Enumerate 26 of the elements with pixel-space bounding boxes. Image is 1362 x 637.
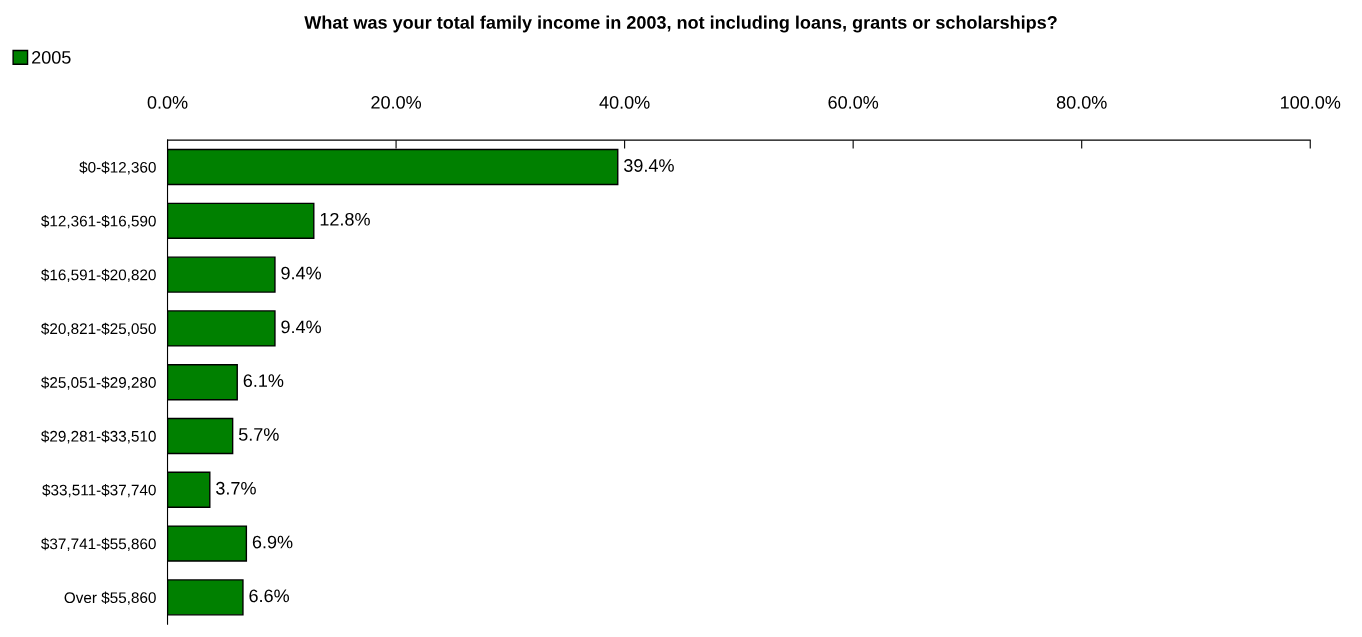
- y-tick-label: $0-$12,360: [79, 161, 156, 175]
- legend-label: 2005: [32, 51, 71, 64]
- y-tick-label: $25,051-$29,280: [41, 376, 156, 390]
- y-tick-label: $29,281-$33,510: [41, 430, 156, 444]
- y-tick-label: $12,361-$16,590: [41, 215, 156, 229]
- data-label: 6.9%: [252, 535, 293, 549]
- data-label: 9.4%: [281, 320, 322, 334]
- data-label: 6.6%: [249, 589, 290, 603]
- x-tick-label: 20.0%: [371, 96, 422, 109]
- data-label: 39.4%: [624, 159, 674, 172]
- y-tick-label: Over $55,860: [64, 591, 156, 605]
- data-label: 12.8%: [320, 212, 370, 226]
- data-label: 9.4%: [281, 266, 322, 280]
- x-tick-label: 60.0%: [828, 96, 879, 109]
- x-tick-label: 40.0%: [599, 96, 650, 109]
- x-tick-label: 100.0%: [1281, 96, 1341, 109]
- x-tick-label: 80.0%: [1056, 96, 1107, 109]
- y-tick-label: $16,591-$20,820: [41, 268, 156, 283]
- data-label: 6.1%: [243, 374, 284, 388]
- y-tick-label: $20,821-$25,050: [41, 322, 156, 336]
- x-tick-label: 0.0%: [147, 96, 188, 109]
- y-tick-label: $37,741-$55,860: [41, 537, 156, 552]
- chart-title: What was your total family income in 2003, not including loans, grants or scholarships?: [304, 15, 1057, 33]
- data-label: 3.7%: [216, 481, 256, 495]
- y-tick-label: $33,511-$37,740: [42, 484, 156, 498]
- data-label: 5.7%: [238, 428, 279, 441]
